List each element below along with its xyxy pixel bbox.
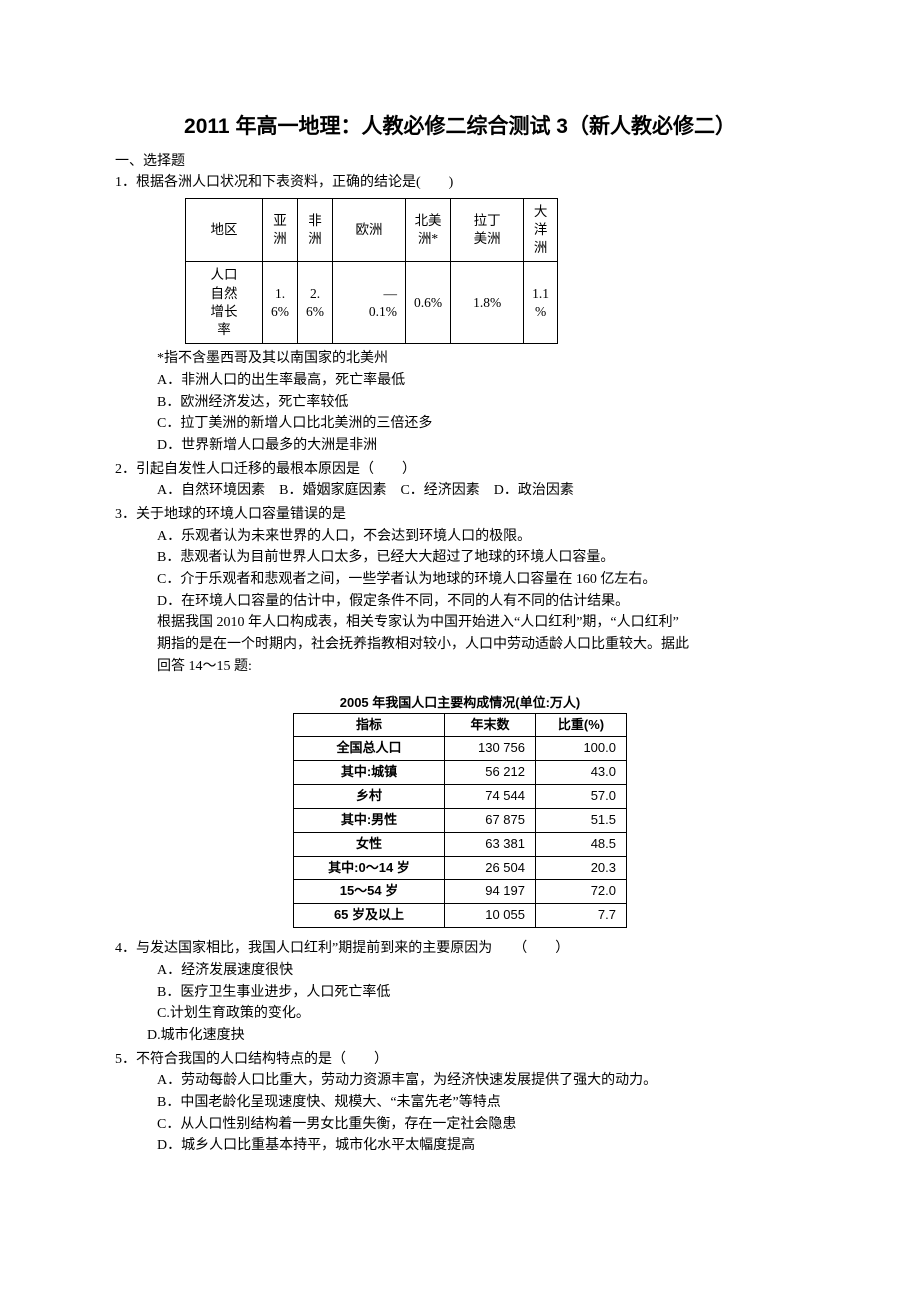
table2: 指标 年末数 比重(%) 全国总人口130 756100.0 其中:城镇56 2…	[293, 713, 627, 929]
cell: 1.1%	[524, 262, 558, 344]
q2-stem: 2．引起自发性人口迁移的最根本原因是（ ）	[115, 459, 805, 481]
q5-opt-a: A．劳动每龄人口比重大，劳动力资源丰富，为经济快速发展提供了强大的动力。	[115, 1070, 805, 1092]
question-2: 2．引起自发性人口迁移的最根本原因是（ ） A．自然环境因素 B．婚姻家庭因素 …	[115, 459, 805, 502]
cell: 56 212	[445, 761, 536, 785]
table-row: 其中:男性67 87551.5	[294, 808, 627, 832]
cell: 67 875	[445, 808, 536, 832]
cell: 1.6%	[263, 262, 298, 344]
cell: 全国总人口	[294, 737, 445, 761]
question-5: 5．不符合我国的人口结构特点的是（ ） A．劳动每龄人口比重大，劳动力资源丰富，…	[115, 1049, 805, 1157]
q5-opt-b: B．中国老龄化呈现速度快、规模大、“未富先老”等特点	[115, 1092, 805, 1114]
cell: 7.7	[536, 904, 627, 928]
cell: 43.0	[536, 761, 627, 785]
q1-table: 地区 亚洲 非洲 欧洲 北美洲* 拉丁美洲 大洋洲 人口自然增长率 1.6% 2…	[185, 198, 558, 345]
table-row: 乡村74 54457.0	[294, 785, 627, 809]
page: 2011 年高一地理：人教必修二综合测试 3（新人教必修二） 一、选择题 1．根…	[0, 0, 920, 1199]
q3-opt-a: A．乐观者认为未来世界的人口，不会达到环境人口的极限。	[115, 526, 805, 548]
q4-opt-d: D.城市化速度抉	[115, 1025, 805, 1047]
cell: 乡村	[294, 785, 445, 809]
table-row: 其中:城镇56 21243.0	[294, 761, 627, 785]
cell: 人口自然增长率	[186, 262, 263, 344]
question-1: 1．根据各洲人口状况和下表资料，正确的结论是( ) 地区 亚洲 非洲 欧洲 北美…	[115, 172, 805, 457]
table2-title: 2005 年我国人口主要构成情况(单位:万人)	[115, 692, 805, 711]
cell: 72.0	[536, 880, 627, 904]
q1-note: *指不含墨西哥及其以南国家的北美州	[115, 348, 805, 370]
th: 指标	[294, 713, 445, 737]
section-heading: 一、选择题	[115, 150, 805, 170]
cell: 10 055	[445, 904, 536, 928]
cell: 其中:男性	[294, 808, 445, 832]
cell: 其中:城镇	[294, 761, 445, 785]
q3-passage: 回答 14～15 题:	[115, 656, 805, 678]
question-3: 3．关于地球的环境人口容量错误的是 A．乐观者认为未来世界的人口，不会达到环境人…	[115, 504, 805, 678]
th: 年末数	[445, 713, 536, 737]
table-row: 人口自然增长率 1.6% 2.6% —0.1% 0.6% 1.8% 1.1%	[186, 262, 558, 344]
q4-stem: 4．与发达国家相比，我国人口红利”期提前到来的主要原因为 （ ）	[115, 938, 805, 960]
cell: 拉丁美洲	[451, 198, 524, 262]
table-row: 女性63 38148.5	[294, 832, 627, 856]
q1-opt-c: C．拉丁美洲的新增人口比北美洲的三倍还多	[115, 413, 805, 435]
cell: 非洲	[298, 198, 333, 262]
q4-opt-a: A．经济发展速度很快	[115, 960, 805, 982]
q4-opt-b: B．医疗卫生事业进步，人口死亡率低	[115, 982, 805, 1004]
table-row: 其中:0～14 岁26 50420.3	[294, 856, 627, 880]
cell: 26 504	[445, 856, 536, 880]
q5-stem: 5．不符合我国的人口结构特点的是（ ）	[115, 1049, 805, 1071]
q4-opt-c: C.计划生育政策的变化。	[115, 1003, 805, 1025]
cell: 63 381	[445, 832, 536, 856]
cell: 57.0	[536, 785, 627, 809]
q5-opt-c: C．从人口性别结构着一男女比重失衡，存在一定社会隐患	[115, 1114, 805, 1136]
th: 比重(%)	[536, 713, 627, 737]
q3-passage: 根据我国 2010 年人口构成表，相关专家认为中国开始进入“人口红利”期，“人口…	[115, 612, 805, 634]
q3-stem: 3．关于地球的环境人口容量错误的是	[115, 504, 805, 526]
cell: 0.6%	[406, 262, 451, 344]
cell: 2.6%	[298, 262, 333, 344]
q1-stem: 1．根据各洲人口状况和下表资料，正确的结论是( )	[115, 172, 805, 194]
q1-opt-b: B．欧洲经济发达，死亡率较低	[115, 392, 805, 414]
cell: 大洋洲	[524, 198, 558, 262]
cell: 其中:0～14 岁	[294, 856, 445, 880]
cell: 94 197	[445, 880, 536, 904]
cell: 100.0	[536, 737, 627, 761]
cell: 74 544	[445, 785, 536, 809]
cell: 65 岁及以上	[294, 904, 445, 928]
q5-opt-d: D．城乡人口比重基本持平，城市化水平太幅度提高	[115, 1135, 805, 1157]
cell: 地区	[186, 198, 263, 262]
q1-opt-d: D．世界新增人口最多的大洲是非洲	[115, 435, 805, 457]
table-row: 全国总人口130 756100.0	[294, 737, 627, 761]
q3-opt-d: D．在环境人口容量的估计中，假定条件不同，不同的人有不同的估计结果。	[115, 591, 805, 613]
q3-opt-b: B．悲观者认为目前世界人口太多，已经大大超过了地球的环境人口容量。	[115, 547, 805, 569]
q2-opts: A．自然环境因素 B．婚姻家庭因素 C．经济因素 D．政治因素	[115, 480, 805, 502]
cell: 欧洲	[333, 198, 406, 262]
cell: 女性	[294, 832, 445, 856]
table2-wrap: 2005 年我国人口主要构成情况(单位:万人) 指标 年末数 比重(%) 全国总…	[115, 692, 805, 929]
table-row: 15～54 岁94 19772.0	[294, 880, 627, 904]
q3-passage: 期指的是在一个时期内，社会抚养指教相对较小，人口中劳动适龄人口比重较大。据此	[115, 634, 805, 656]
cell: 51.5	[536, 808, 627, 832]
cell: 130 756	[445, 737, 536, 761]
question-4: 4．与发达国家相比，我国人口红利”期提前到来的主要原因为 （ ） A．经济发展速…	[115, 938, 805, 1046]
cell: 15～54 岁	[294, 880, 445, 904]
cell: 亚洲	[263, 198, 298, 262]
cell: 1.8%	[451, 262, 524, 344]
page-title: 2011 年高一地理：人教必修二综合测试 3（新人教必修二）	[115, 110, 805, 140]
cell: —0.1%	[333, 262, 406, 344]
table-row: 地区 亚洲 非洲 欧洲 北美洲* 拉丁美洲 大洋洲	[186, 198, 558, 262]
table-row: 指标 年末数 比重(%)	[294, 713, 627, 737]
table-row: 65 岁及以上10 0557.7	[294, 904, 627, 928]
cell: 48.5	[536, 832, 627, 856]
q1-opt-a: A．非洲人口的出生率最高，死亡率最低	[115, 370, 805, 392]
cell: 20.3	[536, 856, 627, 880]
cell: 北美洲*	[406, 198, 451, 262]
q3-opt-c: C．介于乐观者和悲观者之间，一些学者认为地球的环境人口容量在 160 亿左右。	[115, 569, 805, 591]
